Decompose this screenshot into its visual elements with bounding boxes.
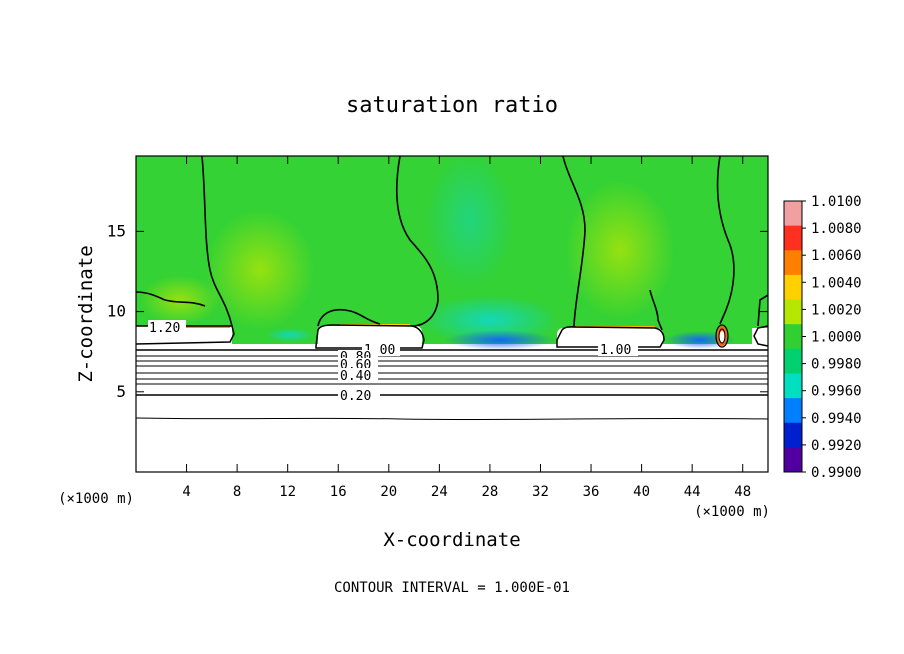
x-tick-label: 40 xyxy=(633,484,650,500)
contour-label-bg xyxy=(338,368,378,382)
plot-frame xyxy=(135,155,769,473)
colorbar-swatch xyxy=(784,398,802,424)
y-tick-label: 5 xyxy=(116,382,126,401)
x-tick-label: 28 xyxy=(481,484,498,500)
x-unit-label: (×1000 m) xyxy=(694,504,770,520)
colorbar-tick-label: 0.9960 xyxy=(811,384,862,400)
x-tick-label: 36 xyxy=(583,484,600,500)
contour-line xyxy=(136,291,206,307)
contour-label-bg xyxy=(598,342,638,356)
colorbar-swatch xyxy=(784,274,802,301)
contour-label: 0.20 xyxy=(340,389,371,404)
contour-line xyxy=(396,156,439,327)
cloud-contour xyxy=(753,325,768,347)
y-tick-label: 10 xyxy=(107,302,126,321)
contour-label-bg xyxy=(148,320,186,334)
x-tick-label: 44 xyxy=(684,484,701,500)
contour-line xyxy=(136,417,768,421)
x-unit-label: (×1000 m) xyxy=(58,491,134,507)
colorbar-tick-label: 1.0020 xyxy=(811,302,862,318)
x-tick-label: 8 xyxy=(233,484,241,500)
x-tick-label: 48 xyxy=(734,484,751,500)
chart-title: saturation ratio xyxy=(346,93,558,118)
colorbar-tick-label: 0.9940 xyxy=(811,411,862,427)
contour-line xyxy=(716,156,735,325)
x-tick-label: 16 xyxy=(330,484,347,500)
colorbar-swatch xyxy=(784,447,802,473)
colorbar-tick-label: 1.0040 xyxy=(811,275,862,291)
colorbar-swatch xyxy=(784,373,802,399)
x-tick-label: 20 xyxy=(380,484,397,500)
colorbar-tick-label: 0.9920 xyxy=(811,438,862,454)
colorbar-tick-label: 1.0000 xyxy=(811,330,862,346)
x-axis-label: X-coordinate xyxy=(383,529,520,551)
x-tick-label: 24 xyxy=(431,484,448,500)
cloud-contour xyxy=(136,325,235,345)
colorbar-swatch xyxy=(784,225,802,251)
contour-line xyxy=(562,156,586,327)
contour-line xyxy=(201,156,233,327)
cloud-contour xyxy=(718,328,726,344)
colorbar-tick-label: 1.0060 xyxy=(811,248,862,264)
contour-line xyxy=(757,294,768,327)
subsaturated-region xyxy=(425,156,515,290)
contour-label-bg xyxy=(338,388,380,402)
contour-label: 1.00 xyxy=(600,343,631,358)
x-tick-label: 4 xyxy=(182,484,190,500)
colorbar-swatch xyxy=(784,201,802,227)
cloud-contour xyxy=(715,324,729,348)
x-axis: 4 8 12 16 20 24 28 32 36 40 44 48 xyxy=(182,156,751,500)
contour-label: 0.40 xyxy=(340,369,371,384)
contour-label: 1.20 xyxy=(149,321,180,336)
colorbar-swatch xyxy=(784,324,802,350)
colorbar-tick-label: 0.9980 xyxy=(811,357,862,373)
y-tick-label: 15 xyxy=(107,221,126,240)
colorbar-tick-label: 0.9900 xyxy=(811,465,862,481)
contour-line xyxy=(317,308,381,327)
subsaturated-region xyxy=(445,330,555,350)
colorbar-tick-label: 1.0080 xyxy=(811,221,862,237)
cloud-region xyxy=(719,331,725,343)
supersaturated-region xyxy=(205,210,315,330)
colorbar-swatch xyxy=(784,299,802,325)
colorbar-swatch xyxy=(784,250,802,276)
supersaturated-region xyxy=(565,180,675,320)
colorbar-swatch xyxy=(784,422,802,448)
colorbar-swatch xyxy=(784,348,802,374)
supersaturated-region xyxy=(140,275,220,325)
colorbar-tick-label: 1.0100 xyxy=(811,194,862,210)
colorbar: 1.0100 1.0080 1.0060 1.0040 1.0020 1.0000 0.99… xyxy=(783,194,862,481)
y-axis-label: Z-coordinate xyxy=(75,245,97,382)
plot-area: 1.20 1.00 0.80 0.60 0.40 0.20 1.00 xyxy=(136,156,768,472)
contour-interval-note: CONTOUR INTERVAL = 1.000E-01 xyxy=(334,580,570,596)
subsaturated-region xyxy=(265,328,315,342)
x-tick-label: 12 xyxy=(279,484,296,500)
contour-line xyxy=(649,289,663,331)
y-axis: 5 10 15 xyxy=(107,221,768,401)
x-tick-label: 32 xyxy=(532,484,549,500)
cloud-contour xyxy=(556,326,665,348)
